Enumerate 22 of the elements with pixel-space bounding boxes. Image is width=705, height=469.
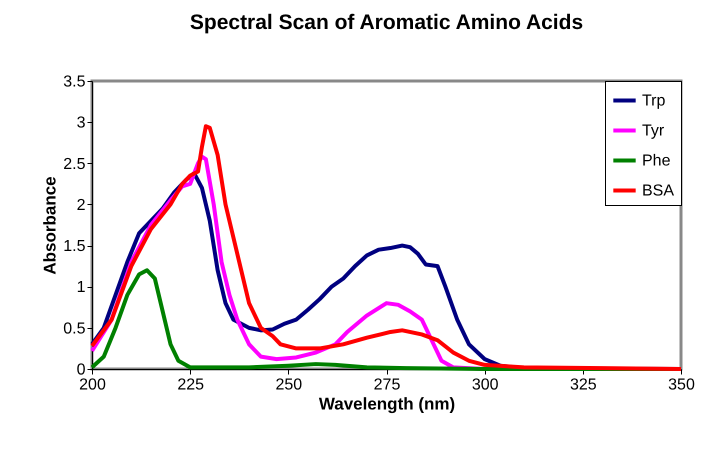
- x-tick-label: 200: [79, 376, 106, 394]
- y-tick-label: 3.5: [63, 74, 86, 90]
- x-tick-label: 250: [275, 376, 302, 394]
- x-axis-title: Wavelength (nm): [318, 394, 456, 414]
- y-tick-label: 2: [76, 196, 86, 214]
- y-tick-label: 3: [76, 114, 86, 132]
- y-axis-title: Absorbance: [40, 176, 60, 275]
- legend-label: Trp: [642, 92, 666, 110]
- y-tick-label: 1.5: [63, 238, 86, 256]
- x-tick-label: 325: [570, 376, 597, 394]
- chart-title: Spectral Scan of Aromatic Amino Acids: [190, 11, 584, 34]
- y-tick-label: 1: [76, 279, 86, 296]
- y-tick-label: 0: [76, 362, 86, 378]
- legend-label: Phe: [642, 152, 671, 170]
- y-tick-label: 2.5: [63, 156, 86, 173]
- x-tick-label: 350: [668, 376, 695, 394]
- legend-label: BSA: [642, 182, 674, 200]
- x-tick-label: 300: [472, 376, 499, 394]
- legend-label: Tyr: [642, 122, 665, 140]
- x-tick-label: 225: [177, 376, 204, 394]
- x-tick-label: 275: [374, 376, 400, 394]
- y-tick-label: 0.5: [63, 320, 86, 338]
